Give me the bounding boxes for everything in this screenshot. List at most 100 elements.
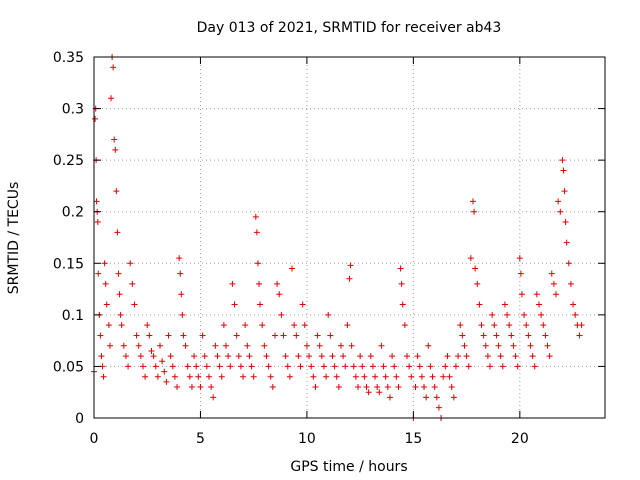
data-point [401,322,408,329]
data-point [301,322,308,329]
data-point [135,342,142,349]
data-point [467,255,474,262]
data-point [97,332,104,339]
data-point [442,363,449,370]
data-point [504,311,511,318]
data-point [199,332,206,339]
data-point [117,311,124,318]
data-point [452,363,459,370]
data-point [176,255,183,262]
data-point [529,353,536,360]
data-point [446,373,453,380]
data-point [267,373,274,380]
y-tick-label: 0.05 [53,359,84,375]
data-point [246,353,253,360]
data-point [210,394,217,401]
data-point [495,342,502,349]
data-point [179,311,186,318]
data-point [146,332,153,339]
data-point [444,353,451,360]
data-point [131,301,138,308]
data-point [391,363,398,370]
data-point [357,353,364,360]
data-point [174,384,181,391]
data-point [289,265,296,272]
data-point [320,363,327,370]
data-point [512,353,519,360]
data-point [229,280,236,287]
data-point [514,363,521,370]
data-point [531,363,538,370]
data-point [103,301,110,308]
data-point [365,389,372,396]
data-point [137,353,144,360]
data-point [342,363,349,370]
data-point [363,384,370,391]
data-point [118,322,125,329]
data-point [352,373,359,380]
data-point [276,291,283,298]
data-point [129,280,136,287]
data-point [359,363,366,370]
data-point [193,363,200,370]
chart-title: Day 013 of 2021, SRMTID for receiver ab4… [197,20,502,36]
data-point [421,384,428,391]
data-point [184,363,191,370]
data-point [235,353,242,360]
data-point [237,363,244,370]
data-point [120,342,127,349]
data-point [216,363,223,370]
data-point [510,342,517,349]
data-point [240,373,247,380]
data-point [178,291,185,298]
data-point [484,353,491,360]
y-tick-label: 0.2 [62,205,84,221]
x-axis-label: GPS time / hours [290,459,407,475]
data-point [493,332,500,339]
data-point [306,353,313,360]
data-point [559,157,566,164]
data-point [561,188,568,195]
data-point [323,373,330,380]
data-point [555,198,562,205]
data-point [346,275,353,282]
data-point [474,280,481,287]
data-point [180,332,187,339]
data-point [546,353,553,360]
y-tick-label: 0.1 [62,308,84,324]
data-point [408,373,415,380]
data-point [412,384,419,391]
data-point [361,373,368,380]
data-point [501,301,508,308]
data-point [115,270,122,277]
data-point [271,332,278,339]
data-point [544,342,551,349]
data-point [256,280,263,287]
data-point [463,353,470,360]
data-point [440,373,447,380]
data-point [378,342,385,349]
data-point [550,280,557,287]
data-point [553,291,560,298]
data-point [395,384,402,391]
data-point [380,363,387,370]
data-point [517,270,524,277]
data-point [348,342,355,349]
data-point [350,363,357,370]
data-point [471,208,478,215]
data-point [457,322,464,329]
data-point [525,332,532,339]
data-point [578,322,585,329]
data-point [259,322,266,329]
y-axis-label: SRMTID / TECUs [6,182,22,295]
data-point [527,342,534,349]
data-point [327,332,334,339]
grid [94,57,605,418]
data-point [165,332,172,339]
data-point [282,353,289,360]
axis-ticks: 0 5 10 15 20 0 0.05 0.1 0.15 0.2 0.25 0.3 0.35 [53,50,605,447]
data-point [195,373,202,380]
x-tick-label: 10 [298,431,316,447]
x-tick-label: 20 [511,431,529,447]
data-point [154,373,161,380]
